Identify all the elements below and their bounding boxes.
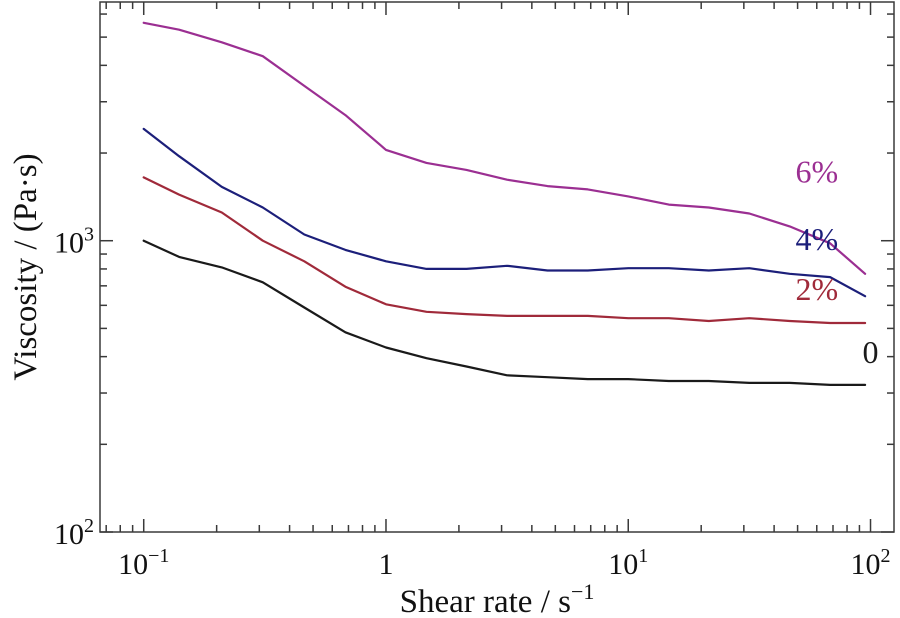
x-tick-label: 102 [851, 545, 891, 581]
y-tick-label: 103 [54, 224, 94, 260]
axis-tick-labels: 10−1 1 101 102 102 103 [54, 224, 891, 581]
x-tick-label: 10−1 [118, 545, 169, 581]
x-axis-label-exponent: −1 [571, 579, 594, 604]
x-tick-label: 101 [608, 545, 648, 581]
series-label-1: 4% [795, 221, 838, 257]
plot-frame [99, 1, 895, 533]
y-tick-label: 102 [54, 515, 94, 551]
series-line-2 [142, 176, 867, 325]
series-labels: 6% 4% 2% 0 [795, 153, 878, 370]
y-axis-label: Viscosity / (Pa·s) [8, 153, 44, 380]
axis-ticks [100, 2, 894, 533]
series-line-0 [142, 21, 867, 275]
series-label-2: 2% [795, 271, 838, 307]
series-label-3: 0 [863, 334, 879, 370]
x-tick-label: 1 [378, 548, 393, 581]
series-lines [142, 21, 867, 386]
series-line-3 [142, 239, 867, 386]
series-line-1 [142, 127, 867, 298]
x-axis-label-text: Shear rate / s [400, 584, 571, 618]
series-label-0: 6% [795, 153, 838, 189]
x-axis-label: Shear rate / s−1 [400, 579, 595, 618]
